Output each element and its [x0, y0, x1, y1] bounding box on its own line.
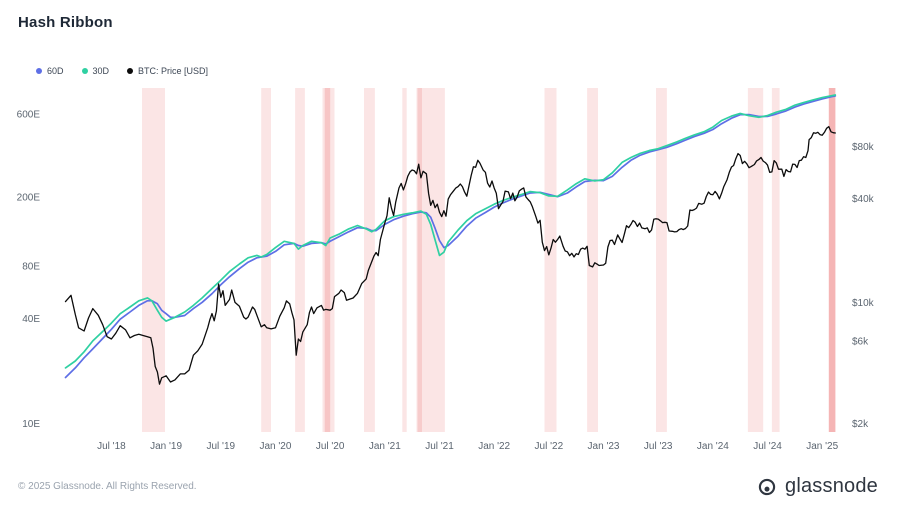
series-btc-price-usd	[64, 125, 836, 385]
capitulation-band	[261, 88, 271, 432]
legend-dot-60d-icon	[36, 68, 42, 74]
capitulation-band	[747, 88, 764, 432]
x-axis-tick: Jan '23	[588, 441, 620, 452]
x-axis-tick: Jul '23	[644, 441, 673, 452]
capitulation-band	[656, 88, 667, 432]
legend-dot-btc-icon	[127, 68, 134, 74]
glassnode-logo-icon	[758, 478, 776, 495]
left-axis-tick: 80E	[22, 262, 40, 273]
capitulation-band	[324, 88, 331, 432]
x-axis-tick: Jan '24	[697, 441, 729, 452]
x-axis-tick: Jul '19	[206, 441, 235, 452]
series-30d	[64, 94, 837, 369]
capitulation-band	[322, 88, 335, 432]
x-axis-tick: Jan '20	[259, 441, 291, 452]
right-axis-tick: $6k	[852, 337, 869, 348]
right-axis-tick: $40k	[852, 194, 875, 205]
capitulation-band	[364, 88, 375, 432]
capitulation-band	[544, 88, 557, 432]
capitulation-band	[416, 88, 445, 432]
x-axis-tick: Jul '20	[316, 441, 345, 452]
capitulation-band	[142, 88, 165, 432]
x-axis-tick: Jan '21	[369, 441, 401, 452]
x-axis-tick: Jan '19	[150, 441, 182, 452]
x-axis-tick: Jan '25	[806, 441, 838, 452]
x-axis-tick: Jul '18	[97, 441, 126, 452]
capitulation-band	[295, 88, 305, 432]
left-axis-tick: 10E	[22, 419, 40, 430]
right-axis-tick: $10k	[852, 298, 875, 309]
legend-dot-30d-icon	[81, 68, 88, 74]
legend-item-30d[interactable]: 30D	[81, 66, 110, 76]
legend-item-60d[interactable]: 60D	[36, 66, 64, 76]
left-axis-tick: 600E	[17, 109, 41, 120]
legend-label-60d: 60D	[47, 66, 64, 76]
legend-label-30d: 30D	[92, 66, 110, 76]
glassnode-wordmark: glassnode	[785, 475, 878, 497]
x-axis-tick: Jul '24	[753, 441, 782, 452]
series-60d	[64, 95, 837, 379]
right-axis-tick: $2k	[852, 419, 869, 430]
left-axis-tick: 40E	[22, 314, 40, 325]
right-axis-tick: $80k	[852, 142, 875, 153]
capitulation-band	[402, 88, 407, 432]
capitulation-band	[587, 88, 598, 432]
capitulation-band	[771, 88, 780, 432]
glassnode-logo: glassnode	[757, 475, 878, 498]
page-title: Hash Ribbon	[18, 14, 113, 31]
x-axis-tick: Jul '21	[425, 441, 454, 452]
legend-label-btc-price: BTC: Price [USD]	[138, 66, 209, 76]
chart-legend: 60D 30D BTC: Price [USD]	[36, 66, 208, 76]
legend-item-btc-price[interactable]: BTC: Price [USD]	[127, 66, 208, 76]
x-axis-tick: Jan '22	[478, 441, 510, 452]
capitulation-band	[828, 88, 836, 432]
copyright-text: © 2025 Glassnode. All Rights Reserved.	[18, 481, 197, 492]
x-axis-tick: Jul '22	[535, 441, 564, 452]
left-axis-tick: 200E	[17, 192, 41, 203]
capitulation-band	[417, 88, 422, 432]
